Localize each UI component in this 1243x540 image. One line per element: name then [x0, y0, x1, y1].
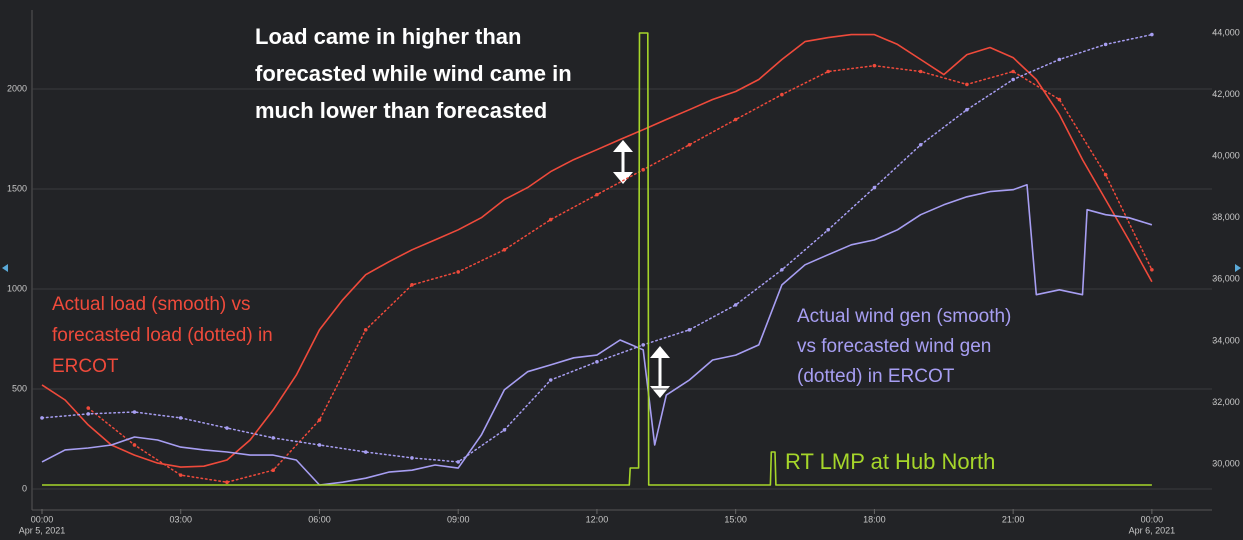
point: [271, 468, 276, 473]
series-line: [87, 64, 1153, 483]
point: [363, 328, 368, 332]
point: [1103, 42, 1108, 47]
point: [317, 418, 322, 422]
point: [872, 63, 877, 68]
scroll-right[interactable]: [1235, 264, 1241, 272]
point: [918, 142, 923, 147]
point: [132, 410, 137, 414]
series-line: [42, 32, 1152, 486]
y2-tick-label: 32,000: [1212, 397, 1240, 407]
x-tick-label: 21:00: [1002, 514, 1025, 524]
point: [456, 270, 461, 274]
y2-tick-label: 30,000: [1212, 458, 1240, 468]
x-tick-label: 03:00: [169, 514, 192, 524]
x-tick-label: 18:00: [863, 514, 886, 524]
annotation: forecasted load (dotted) in: [52, 325, 273, 346]
point: [1057, 57, 1062, 62]
series-line: [41, 184, 1153, 486]
point: [132, 443, 137, 447]
annotation: ERCOT: [52, 356, 119, 377]
y-tick-label: 1000: [7, 283, 27, 293]
point: [780, 92, 784, 97]
x-tick-label: 12:00: [586, 514, 609, 524]
annotation: much lower than forecasted: [255, 98, 547, 123]
point: [687, 328, 692, 332]
point: [225, 426, 229, 430]
point: [1057, 97, 1062, 102]
point: [1150, 32, 1154, 37]
point: [1103, 172, 1108, 177]
x-tick-label: 00:00: [1141, 514, 1164, 524]
y2-tick-label: 40,000: [1212, 151, 1240, 161]
point: [456, 460, 461, 464]
annotation: Actual wind gen (smooth): [797, 306, 1011, 327]
y-tick-label: 500: [12, 383, 27, 393]
point: [178, 473, 183, 477]
arrow-load: [613, 140, 633, 184]
y2-tick-label: 44,000: [1212, 27, 1240, 37]
point: [548, 217, 553, 222]
point: [687, 142, 692, 147]
point: [965, 82, 969, 87]
point: [410, 456, 414, 460]
point: [595, 360, 599, 364]
y2-tick-label: 34,000: [1212, 335, 1240, 345]
point: [548, 378, 553, 382]
point: [502, 428, 507, 432]
point: [1150, 267, 1154, 272]
annotation: forecasted while wind came in: [255, 61, 572, 86]
point: [641, 167, 645, 172]
annotation: vs forecasted wind gen: [797, 336, 991, 357]
scroll-left[interactable]: [2, 264, 8, 272]
point: [733, 117, 738, 122]
annotation: Load came in higher than: [255, 24, 521, 49]
point: [410, 283, 414, 287]
annotation: Actual load (smooth) vs: [52, 294, 251, 315]
point: [502, 247, 507, 252]
y2-tick-label: 38,000: [1212, 212, 1240, 222]
point: [780, 267, 784, 272]
point: [1011, 77, 1015, 82]
point: [826, 69, 830, 74]
point: [317, 443, 322, 447]
annotation: RT LMP at Hub North: [785, 449, 995, 474]
x-tick-label: 15:00: [724, 514, 747, 524]
point: [918, 69, 923, 74]
point: [178, 416, 183, 420]
point: [40, 416, 44, 420]
point: [965, 107, 969, 112]
x-tick-label: 00:00: [31, 514, 54, 524]
point: [826, 227, 830, 232]
y2-tick-label: 36,000: [1212, 274, 1240, 284]
point: [641, 343, 645, 347]
point: [1011, 69, 1015, 74]
point: [86, 412, 91, 416]
point: [363, 450, 368, 454]
y2-tick-label: 42,000: [1212, 89, 1240, 99]
point: [595, 192, 599, 197]
y-tick-label: 1500: [7, 183, 27, 193]
x-date-label: Apr 5, 2021: [19, 525, 66, 535]
y-tick-label: 0: [22, 483, 27, 493]
point: [733, 303, 738, 307]
y-tick-label: 2000: [7, 83, 27, 93]
point: [872, 185, 877, 190]
x-date-label: Apr 6, 2021: [1129, 525, 1176, 535]
point: [225, 480, 229, 485]
series-line: [41, 33, 1153, 468]
x-tick-label: 06:00: [308, 514, 331, 524]
annotation: (dotted) in ERCOT: [797, 366, 955, 387]
point: [271, 436, 276, 440]
point: [86, 406, 91, 410]
x-tick-label: 09:00: [447, 514, 470, 524]
